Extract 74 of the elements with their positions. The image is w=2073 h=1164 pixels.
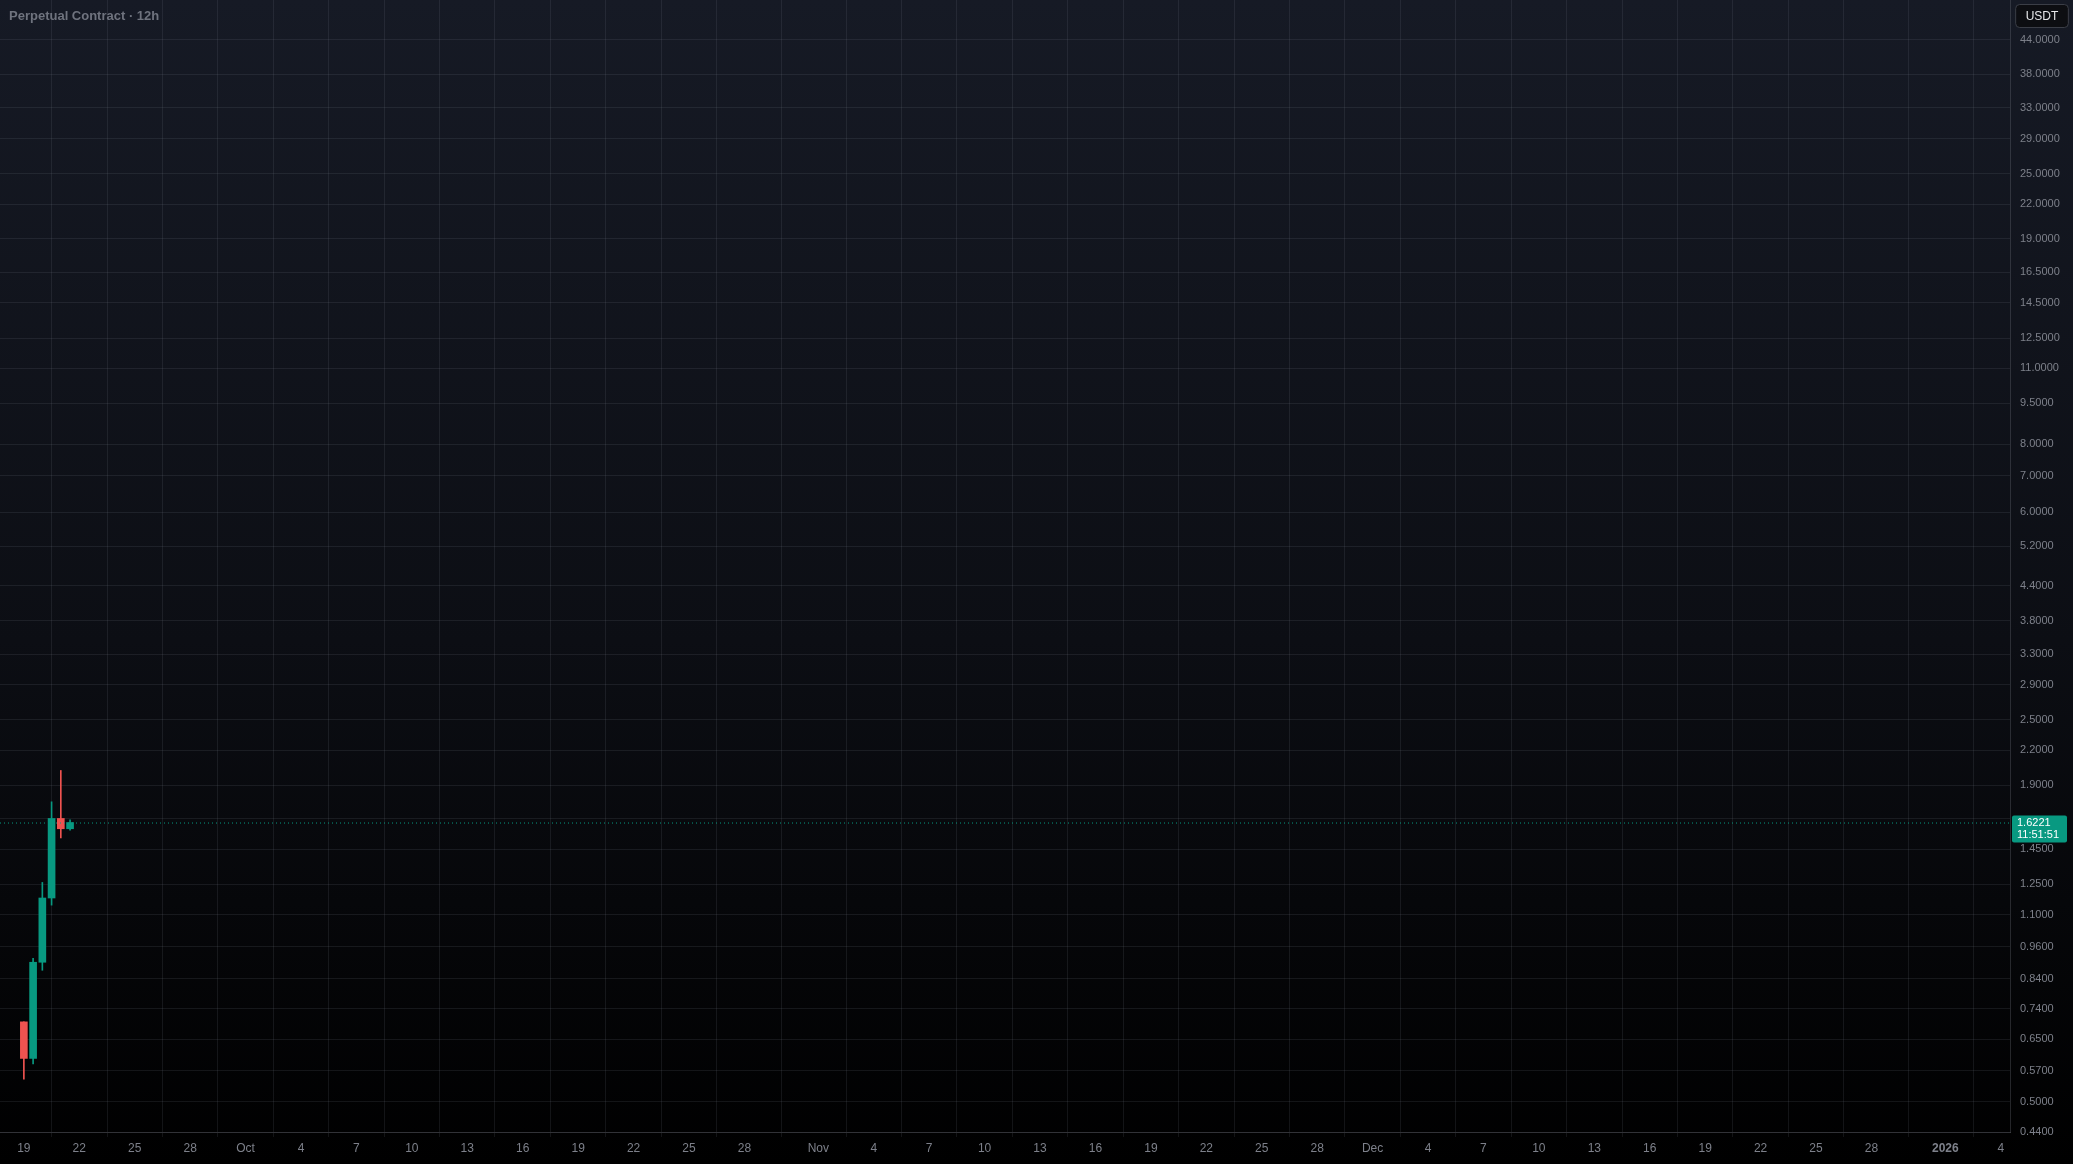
x-tick-label: 25: [682, 1140, 696, 1155]
y-tick-label: 14.5000: [2020, 295, 2060, 308]
y-tick-label: 12.5000: [2020, 331, 2060, 344]
x-tick-label: 16: [1643, 1140, 1657, 1155]
y-tick-label: 8.0000: [2020, 437, 2054, 450]
x-tick-label: 10: [1532, 1140, 1546, 1155]
y-tick-label: 3.3000: [2020, 647, 2054, 660]
x-tick-label: Dec: [1361, 1140, 1384, 1155]
y-tick-label: 0.7400: [2020, 1001, 2054, 1014]
x-tick-label: 25: [1809, 1140, 1823, 1155]
y-tick-label: 0.5000: [2020, 1094, 2054, 1107]
x-tick-label: 22: [72, 1140, 87, 1155]
y-tick-label: 5.2000: [2020, 539, 2054, 552]
x-tick-label: 25: [128, 1140, 142, 1155]
x-tick-label: 22: [1199, 1140, 1214, 1155]
x-tick-label: Oct: [236, 1140, 256, 1155]
x-tick-label: 28: [737, 1140, 752, 1155]
x-tick-label: 7: [925, 1140, 933, 1155]
y-tick-label: 0.9600: [2020, 939, 2054, 952]
x-tick-label: 25: [1255, 1140, 1269, 1155]
x-tick-label: 16: [1088, 1140, 1103, 1155]
y-tick-label: 44.0000: [2020, 32, 2060, 45]
y-tick-label: 0.4400: [2020, 1125, 2054, 1138]
x-tick-label: 13: [1033, 1140, 1048, 1155]
x-tick-label: 19: [1698, 1140, 1713, 1155]
y-tick-label: 4.4000: [2020, 578, 2054, 591]
text: 11:51:51: [2017, 827, 2060, 840]
x-tick-label: 13: [1587, 1140, 1602, 1155]
x-tick-label: 22: [626, 1140, 641, 1155]
x-tick-label: 4: [297, 1140, 305, 1155]
y-tick-label: 38.0000: [2020, 67, 2060, 80]
y-tick-label: 11.0000: [2020, 361, 2059, 374]
y-tick-label: 9.5000: [2020, 396, 2054, 409]
y-tick-label: 16.5000: [2020, 265, 2060, 278]
y-axis-title: USDT: [2025, 8, 2059, 23]
x-tick-label: 22: [1753, 1140, 1768, 1155]
x-tick-label: 10: [977, 1140, 992, 1155]
y-tick-label: 2.5000: [2020, 712, 2054, 725]
x-tick-label: 4: [870, 1140, 878, 1155]
y-tick-label: 25.0000: [2020, 166, 2060, 179]
y-tick-label: 33.0000: [2020, 100, 2060, 113]
y-tick-label: 1.4500: [2020, 842, 2054, 855]
x-tick-label: 7: [1480, 1140, 1488, 1155]
y-tick-label: 0.6500: [2020, 1032, 2054, 1045]
x-tick-label: Nov: [807, 1140, 829, 1155]
x-tick-label: 10: [405, 1140, 419, 1155]
y-tick-label: 22.0000: [2020, 197, 2060, 210]
x-tick-label: 4: [1997, 1140, 2005, 1155]
x-tick-label: 28: [1310, 1140, 1325, 1155]
x-tick-label: 28: [1864, 1140, 1879, 1155]
y-tick-label: 2.9000: [2020, 677, 2054, 690]
x-tick-label: 28: [183, 1140, 198, 1155]
x-tick-label: 19: [17, 1140, 31, 1155]
y-tick-label: 1.1000: [2020, 907, 2054, 920]
x-tick-label: 4: [1424, 1140, 1432, 1155]
x-tick-label: 19: [571, 1140, 586, 1155]
candlestick: [56, 770, 65, 839]
y-tick-label: 2.2000: [2020, 743, 2054, 756]
x-tick-label: 16: [516, 1140, 530, 1155]
y-tick-label: 7.0000: [2020, 468, 2054, 481]
x-tick-label: 19: [1144, 1140, 1158, 1155]
ref-line-label: 1.6221: [2017, 815, 2051, 828]
y-tick-label: 1.2500: [2020, 877, 2054, 890]
y-tick-label: 1.9000: [2020, 778, 2054, 791]
y-tick-label: 3.8000: [2020, 613, 2054, 626]
y-tick-label: 29.0000: [2020, 131, 2060, 144]
y-tick-label: 6.0000: [2020, 505, 2054, 518]
y-tick-label: 19.0000: [2020, 231, 2060, 244]
x-tick-label: 13: [460, 1140, 475, 1155]
y-tick-label: 0.5700: [2020, 1063, 2054, 1076]
y-tick-label: 0.8400: [2020, 971, 2054, 984]
x-tick-label: 7: [353, 1140, 361, 1155]
x-tick-label: 2026: [1931, 1140, 1960, 1155]
text: Perpetual Contract · 12h: [9, 7, 160, 23]
